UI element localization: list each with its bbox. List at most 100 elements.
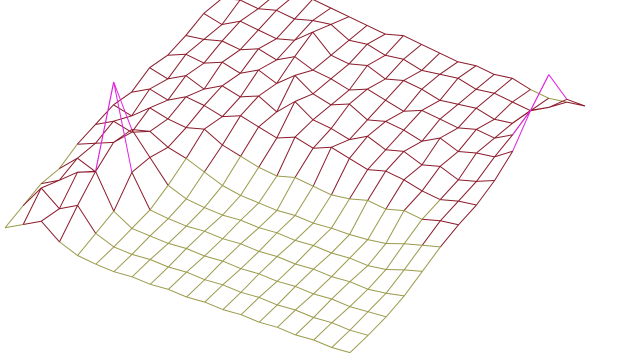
mesh-segment	[131, 67, 151, 93]
mesh-segment	[493, 77, 513, 94]
mesh-segment	[403, 219, 423, 245]
mesh-segment	[330, 128, 350, 141]
mesh-segment	[203, 38, 223, 42]
mesh-segment	[331, 347, 351, 354]
mesh-segment	[331, 281, 351, 300]
mesh-segment	[167, 225, 187, 244]
mesh-segment	[258, 202, 278, 211]
mesh-segment	[295, 285, 314, 295]
mesh-segment	[149, 243, 169, 260]
mesh-segment	[167, 53, 186, 56]
mesh-segment	[421, 220, 441, 246]
mesh-segment	[348, 39, 368, 45]
mesh-segment	[204, 301, 224, 311]
mesh-segment	[204, 230, 223, 240]
mesh-segment	[203, 40, 223, 64]
mesh-segment	[294, 56, 314, 71]
mesh-segment	[149, 118, 169, 132]
mesh-segment	[131, 107, 151, 117]
mesh-segment	[222, 195, 241, 216]
mesh-segment	[239, 69, 259, 98]
mesh-segment	[258, 126, 278, 139]
mesh-segment	[168, 288, 187, 298]
mesh-segment	[439, 61, 459, 75]
mesh-segment	[276, 240, 296, 257]
mesh-segment	[113, 115, 132, 122]
mesh-segment	[295, 334, 314, 341]
mesh-segment	[168, 242, 187, 249]
mesh-segment	[167, 75, 187, 101]
mesh-segment	[131, 253, 151, 260]
mesh-segment	[276, 56, 295, 61]
mesh-segment	[95, 232, 115, 248]
mesh-segment	[457, 152, 477, 181]
mesh-segment	[203, 128, 223, 146]
mesh-segment	[185, 75, 205, 90]
mesh-segment	[167, 96, 187, 101]
mesh-segment	[475, 88, 495, 94]
mesh-segment	[475, 74, 495, 90]
mesh-segment	[385, 149, 404, 152]
mesh-segment	[203, 24, 223, 40]
mesh-segment	[150, 283, 169, 290]
mesh-segment	[294, 215, 314, 224]
mesh-segment	[458, 127, 477, 130]
mesh-segment	[185, 207, 205, 227]
mesh-segment	[240, 167, 260, 196]
mesh-segment	[276, 0, 290, 11]
mesh-segment	[113, 81, 133, 173]
mesh-segment	[221, 20, 241, 25]
mesh-segment	[77, 157, 96, 173]
mesh-segment	[330, 7, 350, 18]
mesh-segment	[258, 304, 278, 323]
mesh-segment	[59, 205, 79, 243]
mesh-segment	[95, 104, 114, 125]
mesh-segment	[348, 43, 368, 65]
mesh-segment	[422, 244, 441, 248]
mesh-segment	[349, 257, 368, 267]
mesh-segment	[131, 129, 151, 158]
mesh-segment	[186, 271, 205, 281]
mesh-segment	[23, 220, 42, 225]
mesh-segment	[330, 24, 350, 41]
mesh-segment	[40, 168, 60, 184]
mesh-segment	[512, 101, 531, 112]
mesh-segment	[204, 284, 224, 303]
mesh-segment	[276, 209, 296, 216]
mesh-segment	[421, 52, 441, 71]
mesh-segment	[295, 263, 314, 270]
mesh-segment	[276, 175, 296, 178]
mesh-segment	[277, 326, 296, 336]
mesh-segment	[349, 63, 368, 66]
mesh-segment	[221, 0, 241, 25]
mesh-segment	[530, 97, 549, 112]
mesh-segment	[403, 210, 423, 220]
mesh-segment	[240, 297, 260, 316]
mesh-segment	[240, 202, 260, 221]
mesh-segment	[403, 150, 423, 166]
mesh-segment	[22, 187, 42, 225]
mesh-segment	[367, 65, 386, 80]
mesh-segment	[185, 171, 205, 200]
mesh-segment	[113, 172, 133, 212]
mesh-segment	[313, 268, 332, 278]
mesh-segment	[331, 227, 350, 235]
mesh-segment	[403, 110, 423, 131]
mesh-segment	[204, 185, 223, 208]
mesh-segment	[385, 129, 405, 151]
mesh-segment	[294, 185, 314, 216]
mesh-segment	[294, 75, 314, 95]
mesh-segment	[476, 128, 495, 139]
mesh-segment	[204, 116, 223, 130]
mesh-segment	[439, 165, 459, 181]
mesh-segment	[77, 233, 97, 256]
mesh-segment	[186, 230, 205, 249]
mesh-segment	[367, 316, 387, 336]
mesh-segment	[566, 98, 586, 107]
mesh-segment	[186, 248, 205, 257]
mesh-segment	[440, 220, 459, 226]
mesh-segment	[203, 85, 223, 106]
mesh-segment	[348, 16, 368, 26]
mesh-segment	[204, 207, 223, 216]
mesh-segment	[149, 218, 169, 237]
